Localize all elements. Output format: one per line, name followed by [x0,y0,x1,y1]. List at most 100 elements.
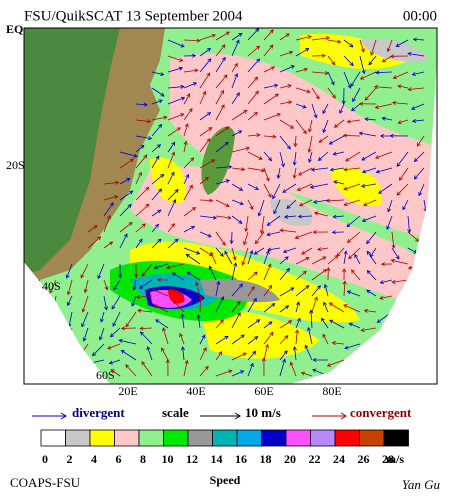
wind-vector-head [206,112,212,116]
wind-vector-head [305,285,310,290]
wind-vector-head [238,32,243,37]
wind-vector [299,199,313,206]
wind-vector-head [331,61,336,66]
wind-vector-head [265,343,269,349]
wind-vector-head [370,51,375,56]
wind-vector [301,372,313,377]
wind-vector-head [287,84,292,89]
wind-vector [295,301,300,313]
wind-vector-head [349,43,354,48]
colorbar-label: 18 [260,452,272,466]
wind-vector [151,209,162,217]
wind-vector [199,58,212,73]
wind-vector [183,360,188,377]
wind-vector-head [358,101,364,106]
wind-vector-head [374,105,380,110]
wind-vector-head [395,255,400,260]
wind-vector [215,57,226,73]
wind-vector-head [220,89,224,95]
wind-vector [121,350,137,361]
wind-vector-head [108,241,114,246]
wind-vector-head [253,297,257,302]
wind-vector-head [329,167,334,172]
wind-vector [199,159,215,169]
wind-vector [107,343,121,349]
wind-vector [87,225,98,233]
lat-label: 40S [42,279,61,293]
wind-vector-head [179,332,184,338]
wind-vector-head [321,53,326,58]
wind-vector-head [141,272,146,277]
wind-vector [167,199,176,217]
wind-vector-head [312,357,317,363]
wind-vector [263,84,278,89]
colorbar-box [383,429,409,447]
wind-vector [339,103,345,114]
wind-vector-head [171,141,176,146]
wind-vector [215,104,225,121]
wind-vector [155,319,169,329]
wind-vector [136,295,153,298]
wind-vector [119,222,133,233]
wind-vector-head [120,350,125,354]
wind-vector [402,199,409,210]
wind-vector-head [238,219,243,224]
wind-vector-head [211,33,216,38]
wind-vector-head [184,359,189,365]
wind-vector [380,279,393,284]
wind-vector-head [389,133,394,138]
wind-vector [231,110,248,121]
wind-vector-head [242,352,247,357]
wind-vector-head [145,203,150,208]
wind-vector [354,254,361,265]
wind-vector-head [364,117,369,122]
wind-vector [414,167,425,180]
wind-vector-head [133,153,138,158]
wind-vector [215,31,230,41]
wind-vector [352,87,361,102]
wind-vector [197,314,201,329]
wind-vector [375,71,393,74]
wind-vector [231,262,237,281]
wind-vector-head [236,312,241,317]
wind-vector-head [413,175,418,180]
wind-vector-head [225,126,230,131]
wind-vector-head [256,58,261,63]
wind-vector [323,302,329,313]
wind-vector [284,215,297,218]
wind-vector-head [249,362,254,368]
wind-vector-head [342,268,347,273]
colorbar-box [334,429,360,447]
wind-vector [311,285,321,297]
wind-vector [224,251,233,265]
wind-vector [368,55,377,65]
wind-vector [199,231,212,237]
wind-vector [67,295,73,306]
wind-vector-head [265,177,270,182]
colorbar-label: 0 [42,452,48,466]
wind-vector-head [395,43,400,47]
wind-vector-head [109,202,114,207]
wind-vector-head [118,338,123,343]
wind-vector-head [418,191,423,197]
wind-vector-head [255,45,261,50]
wind-vector [351,103,361,112]
wind-vector [215,296,224,313]
scale-value: 10 m/s [245,405,281,420]
wind-vector [247,199,254,210]
wind-vector-head [339,109,343,114]
wind-vector-head [334,254,339,259]
wind-vector-head [180,96,186,101]
wind-vector-head [162,327,166,332]
wind-vector [362,167,377,173]
wind-vector [247,167,265,172]
scale-arrow-head [234,412,241,420]
wind-vector [350,71,361,87]
colorbar-label: 2 [67,452,73,466]
wind-vector-head [126,178,131,182]
wind-vector [231,283,243,297]
wind-vector [273,199,281,214]
wind-vector [279,335,289,345]
colorbar-label: 20 [284,452,296,466]
wind-vector-head [251,286,255,291]
